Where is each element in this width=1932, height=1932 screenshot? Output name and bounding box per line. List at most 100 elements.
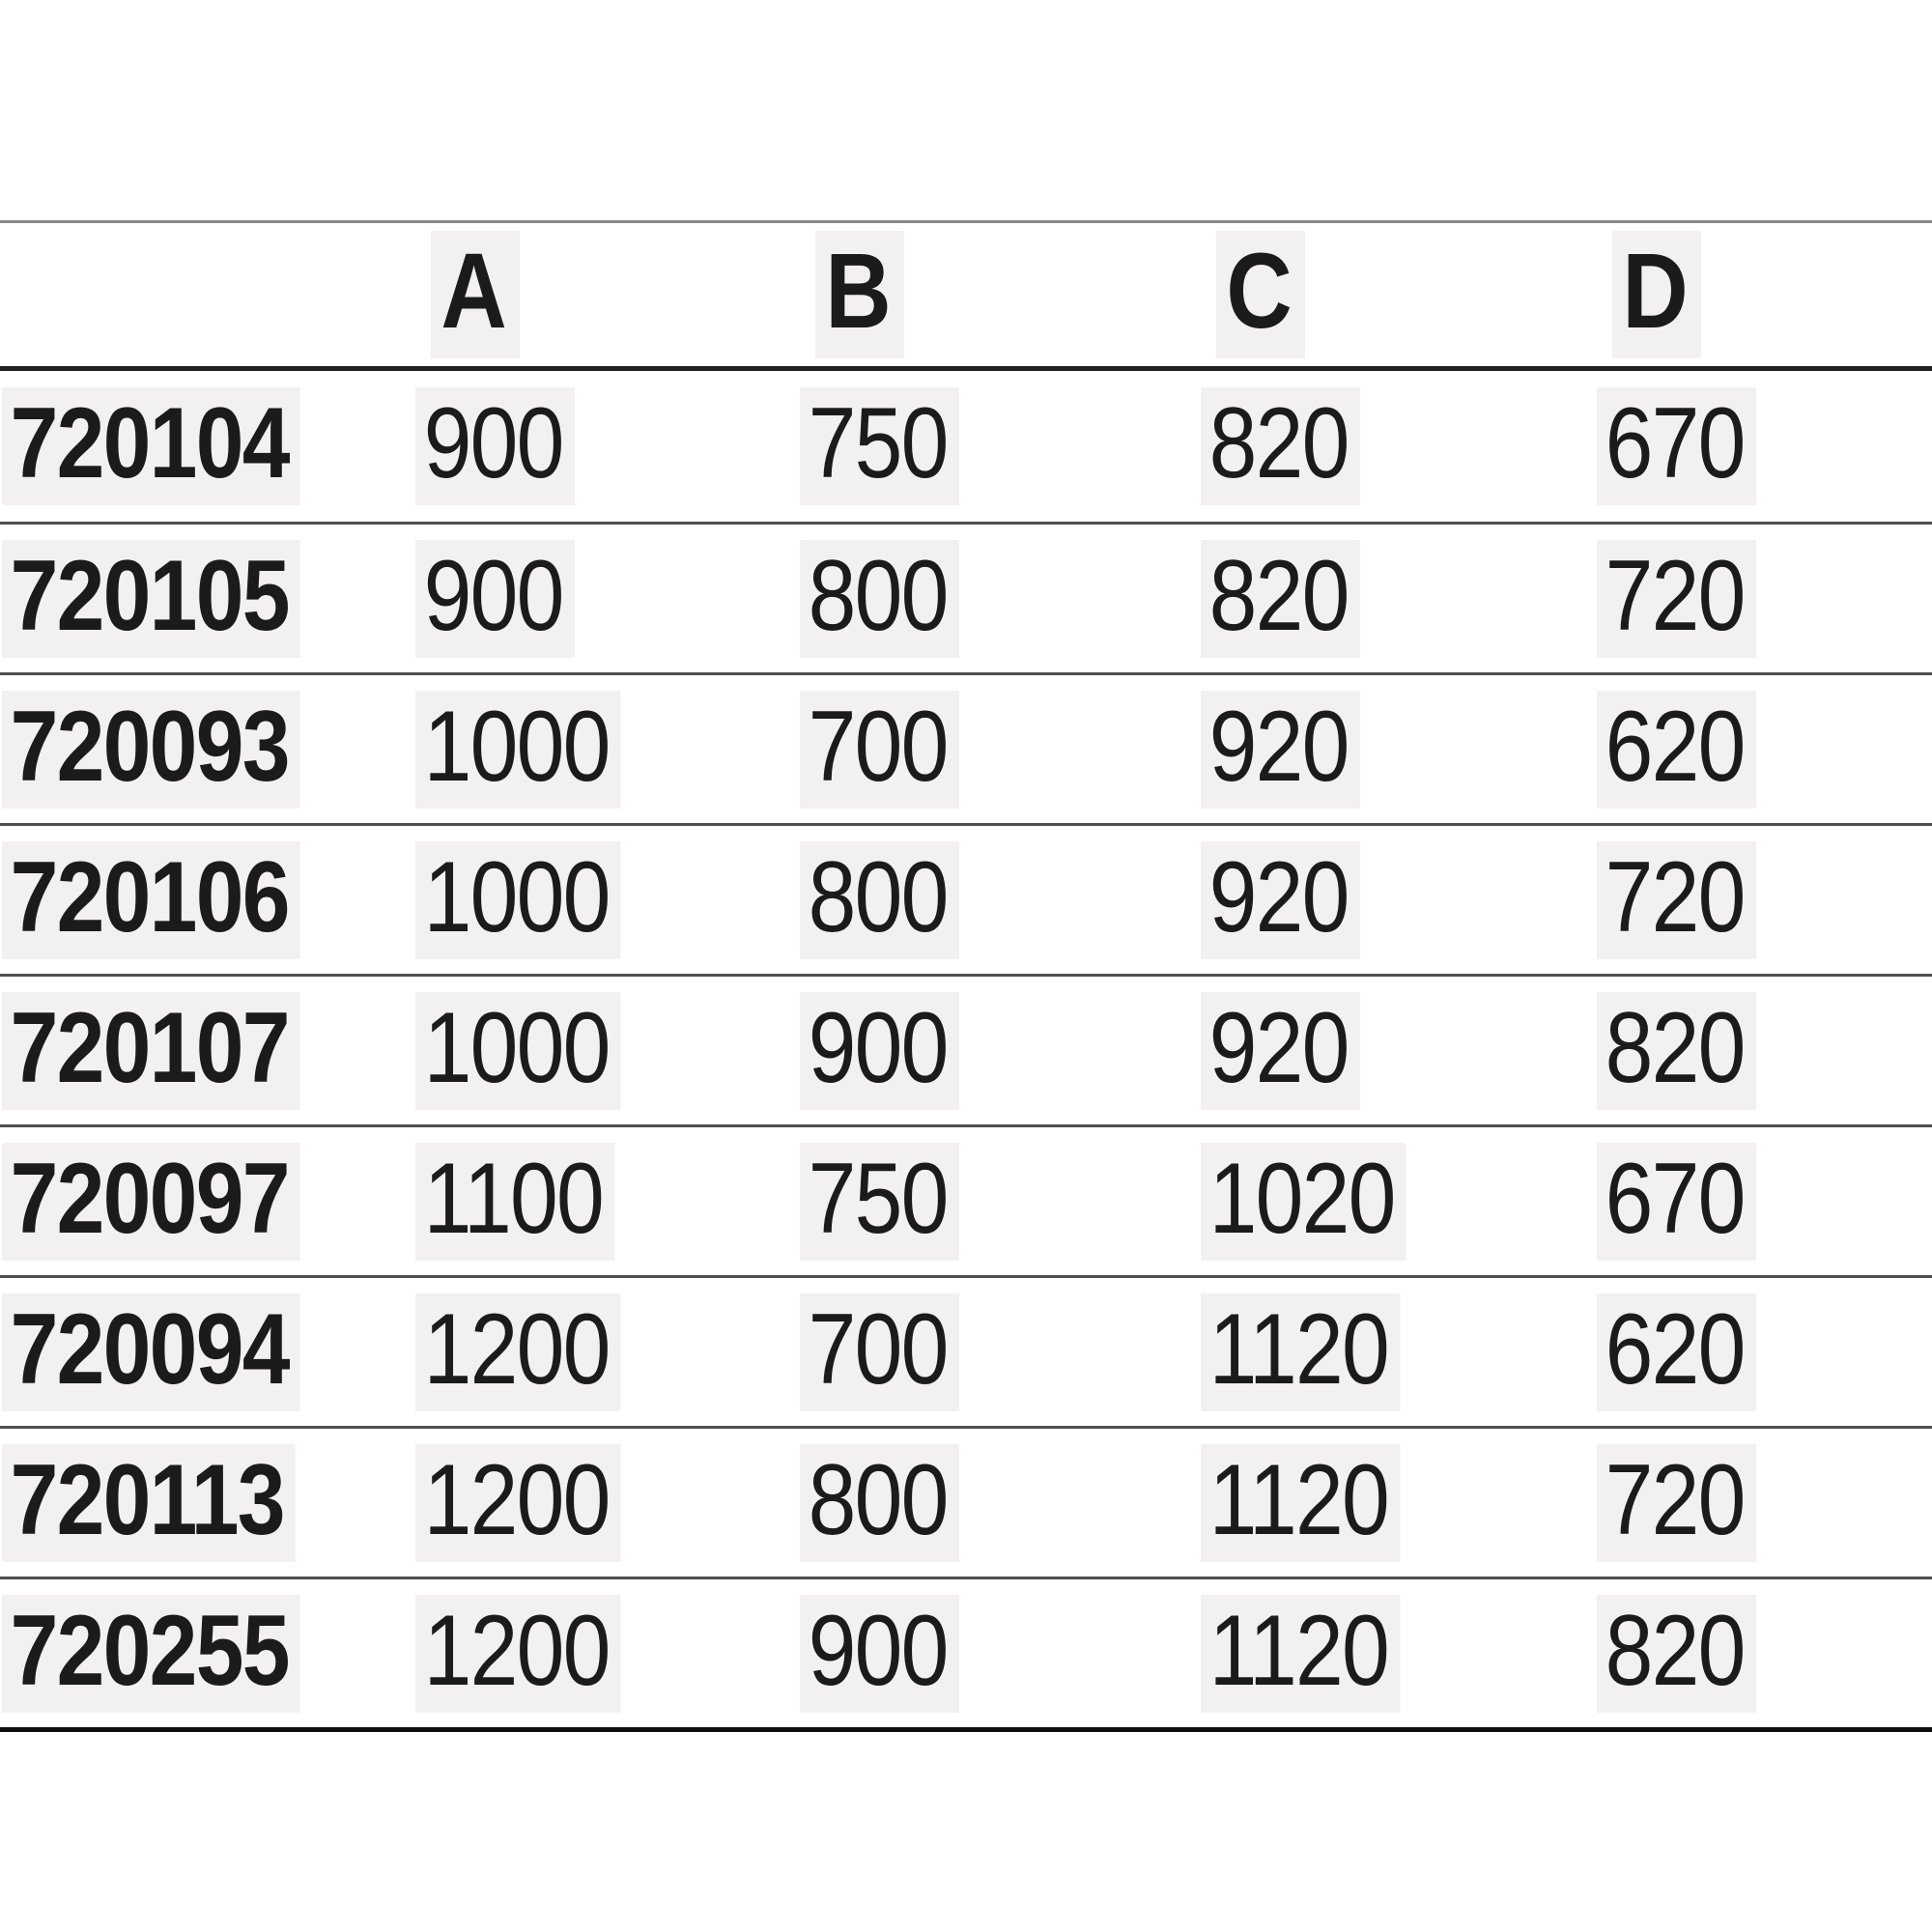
column-header-d-label: D (1612, 231, 1702, 358)
cell-a: 1000 (408, 991, 792, 1110)
cell-a: 1000 (408, 840, 792, 959)
table-row: 720094 1200 700 1120 620 (0, 1275, 1932, 1426)
cell-a: 1200 (408, 1443, 792, 1562)
cell-a: 1200 (408, 1594, 792, 1713)
column-header-c-label: C (1216, 231, 1306, 358)
cell-b: 750 (792, 1142, 1193, 1261)
value-c: 820 (1201, 387, 1360, 505)
value-b: 700 (800, 690, 959, 809)
cell-c: 820 (1193, 387, 1589, 505)
cell-b: 800 (792, 539, 1193, 658)
value-a: 1200 (415, 1443, 621, 1562)
cell-c: 920 (1193, 991, 1589, 1110)
cell-d: 670 (1589, 387, 1932, 505)
value-c: 920 (1201, 690, 1360, 809)
cell-d: 720 (1589, 539, 1932, 658)
value-a: 1200 (415, 1594, 621, 1713)
value-d: 670 (1597, 1142, 1756, 1261)
value-b: 750 (800, 387, 959, 505)
value-b: 800 (800, 539, 959, 658)
dimension-spec-table: A B C D 720104 900 750 820 670 720105 90… (0, 220, 1932, 1732)
value-a: 1200 (415, 1293, 621, 1411)
table-row: 720255 1200 900 1120 820 (0, 1577, 1932, 1727)
product-code: 720106 (2, 840, 300, 959)
cell-d: 720 (1589, 1443, 1932, 1562)
table-row: 720104 900 750 820 670 (0, 371, 1932, 522)
value-a: 1100 (415, 1142, 615, 1261)
cell-b: 900 (792, 1594, 1193, 1713)
cell-d: 720 (1589, 840, 1932, 959)
cell-b: 900 (792, 991, 1193, 1110)
value-b: 700 (800, 1293, 959, 1411)
cell-d: 620 (1589, 1293, 1932, 1411)
column-header-b-label: B (815, 231, 905, 358)
cell-d: 620 (1589, 690, 1932, 809)
value-c: 1120 (1201, 1594, 1401, 1713)
value-a: 1000 (415, 991, 621, 1110)
cell-b: 700 (792, 690, 1193, 809)
table-row: 720105 900 800 820 720 (0, 522, 1932, 672)
value-c: 1120 (1201, 1293, 1401, 1411)
table-row: 720107 1000 900 920 820 (0, 974, 1932, 1124)
cell-b: 750 (792, 387, 1193, 505)
cell-c: 920 (1193, 690, 1589, 809)
value-a: 1000 (415, 840, 621, 959)
cell-b: 700 (792, 1293, 1193, 1411)
table-row: 720106 1000 800 920 720 (0, 823, 1932, 974)
row-code-cell: 720093 (0, 690, 408, 809)
product-code: 720093 (2, 690, 300, 809)
cell-c: 920 (1193, 840, 1589, 959)
value-c: 920 (1201, 840, 1360, 959)
row-code-cell: 720104 (0, 387, 408, 505)
row-code-cell: 720097 (0, 1142, 408, 1261)
value-b: 900 (800, 1594, 959, 1713)
cell-a: 1000 (408, 690, 792, 809)
cell-b: 800 (792, 840, 1193, 959)
row-code-cell: 720255 (0, 1594, 408, 1713)
table-row: 720093 1000 700 920 620 (0, 672, 1932, 823)
value-a: 1000 (415, 690, 621, 809)
product-code: 720104 (2, 387, 300, 505)
cell-c: 1020 (1193, 1142, 1589, 1261)
cell-c: 1120 (1193, 1594, 1589, 1713)
column-header-b: B (792, 231, 1193, 358)
column-header-d: D (1589, 231, 1932, 358)
row-code-cell: 720105 (0, 539, 408, 658)
table-header-row: A B C D (0, 223, 1932, 371)
column-header-a: A (408, 231, 792, 358)
cell-a: 1100 (408, 1142, 792, 1261)
cell-c: 820 (1193, 539, 1589, 658)
value-c: 1120 (1201, 1443, 1401, 1562)
table-row: 720097 1100 750 1020 670 (0, 1124, 1932, 1275)
value-d: 720 (1597, 840, 1756, 959)
row-code-cell: 720094 (0, 1293, 408, 1411)
value-a: 900 (415, 387, 575, 505)
cell-d: 670 (1589, 1142, 1932, 1261)
value-d: 820 (1597, 991, 1756, 1110)
value-b: 800 (800, 1443, 959, 1562)
cell-d: 820 (1589, 991, 1932, 1110)
value-c: 1020 (1201, 1142, 1406, 1261)
cell-c: 1120 (1193, 1293, 1589, 1411)
value-d: 620 (1597, 1293, 1756, 1411)
product-code: 720255 (2, 1594, 300, 1713)
cell-a: 900 (408, 539, 792, 658)
product-code: 720107 (2, 991, 300, 1110)
product-code: 720113 (2, 1443, 296, 1562)
value-d: 720 (1597, 1443, 1756, 1562)
value-c: 920 (1201, 991, 1360, 1110)
value-b: 750 (800, 1142, 959, 1261)
value-d: 620 (1597, 690, 1756, 809)
value-b: 900 (800, 991, 959, 1110)
value-d: 670 (1597, 387, 1756, 505)
value-a: 900 (415, 539, 575, 658)
value-c: 820 (1201, 539, 1360, 658)
product-code: 720097 (2, 1142, 300, 1261)
column-header-a-label: A (431, 231, 521, 358)
cell-b: 800 (792, 1443, 1193, 1562)
row-code-cell: 720107 (0, 991, 408, 1110)
value-d: 820 (1597, 1594, 1756, 1713)
product-code: 720105 (2, 539, 300, 658)
cell-d: 820 (1589, 1594, 1932, 1713)
cell-a: 1200 (408, 1293, 792, 1411)
